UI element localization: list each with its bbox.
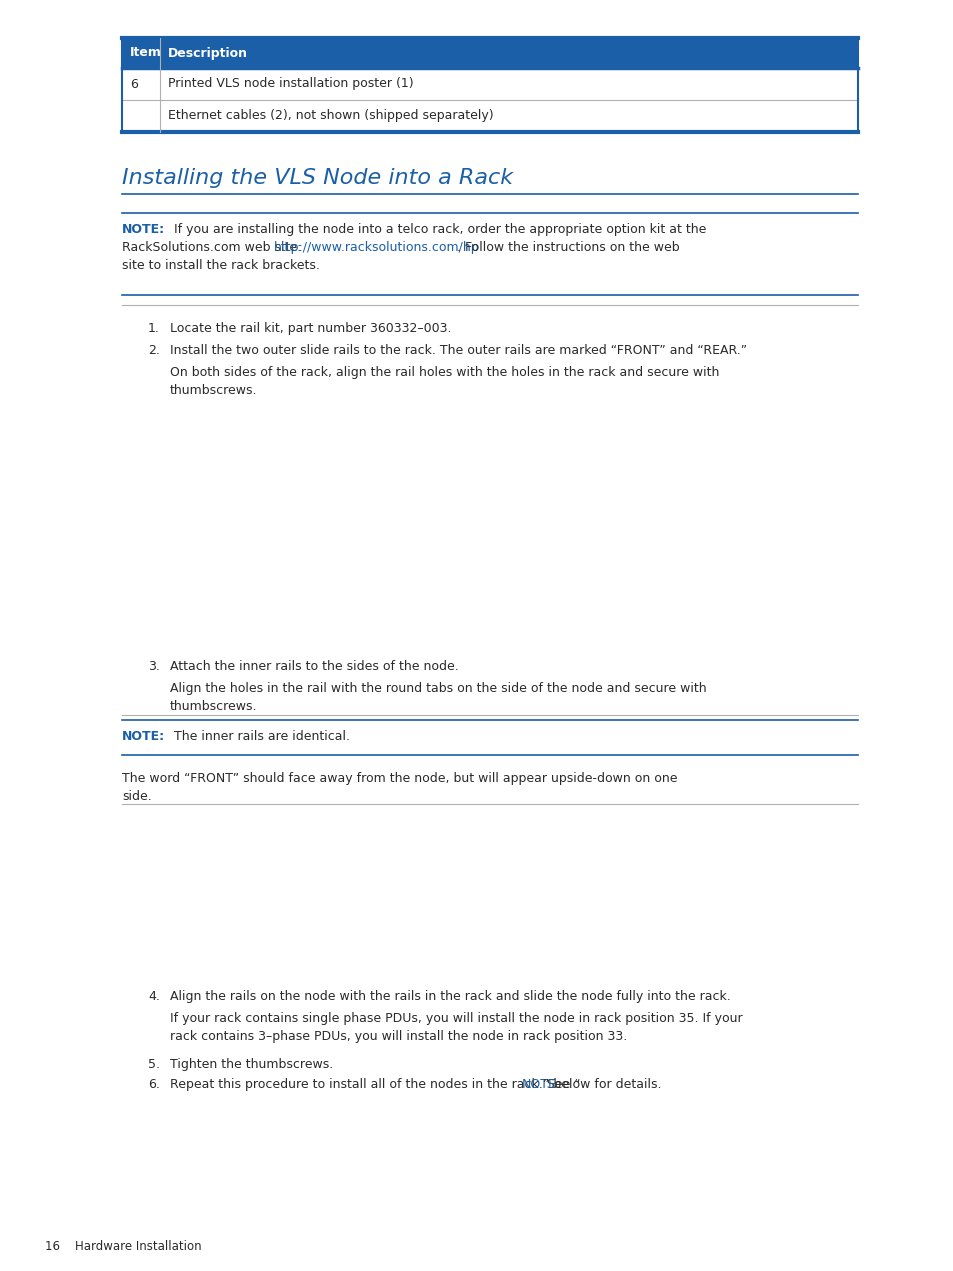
Text: NOTE:: NOTE: — [122, 730, 165, 744]
Text: Attach the inner rails to the sides of the node.: Attach the inner rails to the sides of t… — [170, 660, 458, 674]
Text: ” below for details.: ” below for details. — [542, 1078, 660, 1091]
Text: Tighten the thumbscrews.: Tighten the thumbscrews. — [170, 1057, 333, 1071]
Text: Ethernet cables (2), not shown (shipped separately): Ethernet cables (2), not shown (shipped … — [168, 109, 493, 122]
Text: RackSolutions.com web site:: RackSolutions.com web site: — [122, 241, 305, 254]
Text: Installing the VLS Node into a Rack: Installing the VLS Node into a Rack — [122, 168, 513, 188]
Text: 16    Hardware Installation: 16 Hardware Installation — [45, 1240, 201, 1253]
Text: rack contains 3–phase PDUs, you will install the node in rack position 33.: rack contains 3–phase PDUs, you will ins… — [170, 1030, 626, 1043]
Bar — [122, 38, 857, 69]
Text: side.: side. — [122, 791, 152, 803]
Text: Align the rails on the node with the rails in the rack and slide the node fully : Align the rails on the node with the rai… — [170, 990, 730, 1003]
Text: thumbscrews.: thumbscrews. — [170, 700, 257, 713]
Text: . Follow the instructions on the web: . Follow the instructions on the web — [456, 241, 679, 254]
Text: Locate the rail kit, part number 360332–003.: Locate the rail kit, part number 360332–… — [170, 322, 451, 336]
Text: If you are installing the node into a telco rack, order the appropriate option k: If you are installing the node into a te… — [173, 222, 705, 236]
Text: 4.: 4. — [148, 990, 160, 1003]
Text: On both sides of the rack, align the rail holes with the holes in the rack and s: On both sides of the rack, align the rai… — [170, 366, 719, 379]
Text: 6: 6 — [130, 78, 138, 90]
Text: thumbscrews.: thumbscrews. — [170, 384, 257, 397]
Text: Align the holes in the rail with the round tabs on the side of the node and secu: Align the holes in the rail with the rou… — [170, 683, 706, 695]
Text: site to install the rack brackets.: site to install the rack brackets. — [122, 259, 319, 272]
Text: NOTE: NOTE — [521, 1078, 557, 1091]
Text: Description: Description — [168, 47, 248, 60]
Text: The word “FRONT” should face away from the node, but will appear upside-down on : The word “FRONT” should face away from t… — [122, 771, 677, 785]
Text: http://www.racksolutions.com/hp: http://www.racksolutions.com/hp — [274, 241, 479, 254]
Text: 2.: 2. — [148, 344, 160, 357]
Bar — [122, 100, 857, 132]
Text: NOTE:: NOTE: — [122, 222, 165, 236]
Bar — [122, 69, 857, 100]
Text: 5.: 5. — [148, 1057, 160, 1071]
Text: Repeat this procedure to install all of the nodes in the rack. See “: Repeat this procedure to install all of … — [170, 1078, 580, 1091]
Text: If your rack contains single phase PDUs, you will install the node in rack posit: If your rack contains single phase PDUs,… — [170, 1012, 741, 1024]
Text: 6.: 6. — [148, 1078, 160, 1091]
Text: Install the two outer slide rails to the rack. The outer rails are marked “FRONT: Install the two outer slide rails to the… — [170, 344, 746, 357]
Text: Printed VLS node installation poster (1): Printed VLS node installation poster (1) — [168, 78, 414, 90]
Text: 3.: 3. — [148, 660, 160, 674]
Text: Item: Item — [130, 47, 162, 60]
Text: 1.: 1. — [148, 322, 160, 336]
Text: The inner rails are identical.: The inner rails are identical. — [173, 730, 350, 744]
